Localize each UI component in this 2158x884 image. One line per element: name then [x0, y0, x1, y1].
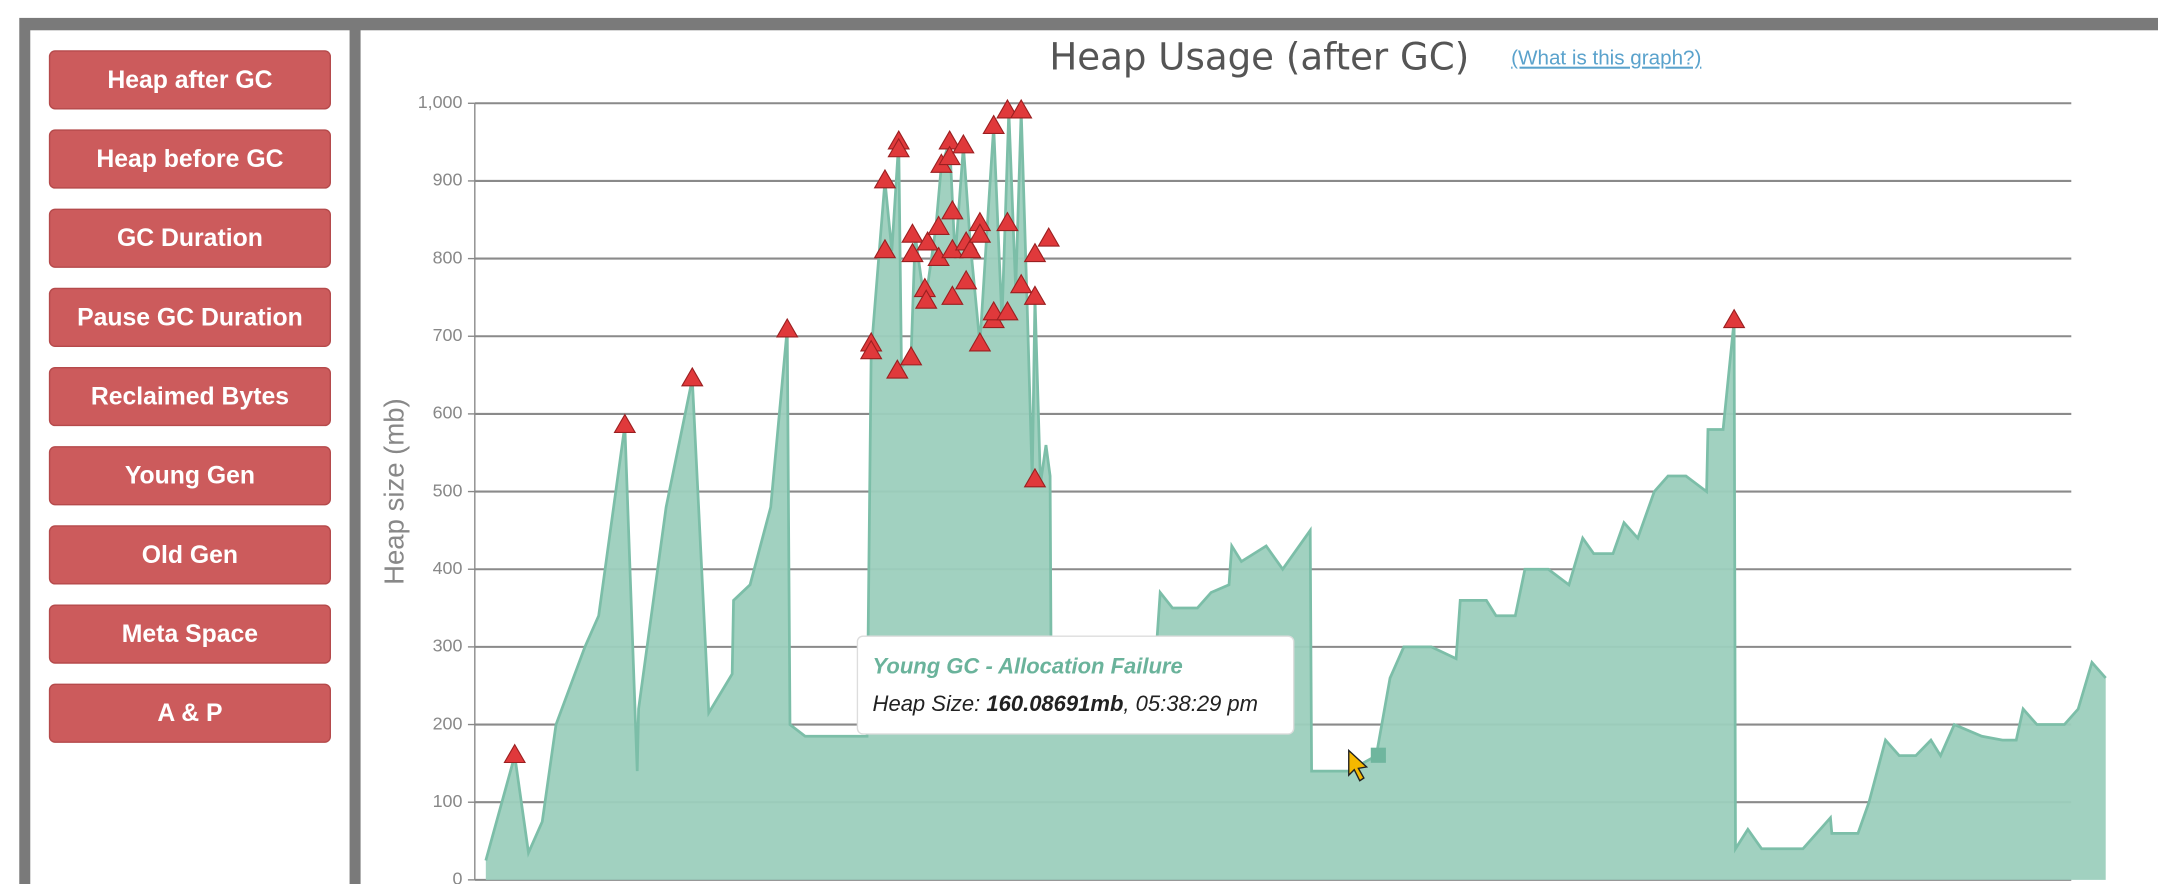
sidebar-button[interactable]: Reclaimed Bytes: [48, 366, 331, 427]
full-gc-marker: [886, 359, 909, 379]
full-gc-marker: [982, 114, 1005, 135]
full-gc-marker: [873, 168, 897, 189]
full-gc-marker: [952, 133, 975, 154]
button-label[interactable]: Heap after GC: [107, 67, 272, 94]
button-bg[interactable]: [48, 525, 331, 585]
full-gc-marker: [914, 289, 938, 309]
full-gc-marker: [941, 199, 964, 220]
full-gc-marker: [996, 211, 1019, 232]
full-gc-marker: [901, 242, 924, 263]
tooltip-line: Heap Size: 160.08691mb, 05:38:29 pm: [873, 691, 1258, 716]
sidebar-button[interactable]: GC Duration: [48, 208, 331, 268]
y-tick-label: 1,000: [418, 92, 463, 112]
button-label[interactable]: A & P: [157, 700, 222, 727]
tooltip-title: Young GC - Allocation Failure: [873, 654, 1183, 679]
full-gc-marker: [1722, 308, 1746, 329]
full-gc-marker: [941, 285, 964, 305]
full-gc-marker: [1009, 98, 1033, 119]
full-gc-marker: [968, 331, 992, 352]
full-gc-marker: [1009, 273, 1033, 294]
full-gc-marker: [1023, 467, 1047, 488]
full-gc-marker: [1037, 227, 1060, 247]
tooltip-label: Heap Size:: [873, 691, 981, 716]
help-link[interactable]: (What is this graph?): [1511, 47, 1701, 70]
button-label[interactable]: Heap before GC: [96, 146, 283, 173]
tooltip: Young GC - Allocation Failure Heap Size:…: [856, 635, 1295, 735]
full-gc-marker: [680, 366, 704, 387]
tooltip-box: [856, 635, 1295, 735]
full-gc-marker: [996, 98, 1019, 119]
button-label[interactable]: Pause GC Duration: [77, 304, 303, 331]
full-gc-marker: [996, 300, 1019, 321]
sidebar-button[interactable]: Old Gen: [48, 525, 331, 585]
sidebar-button[interactable]: Young Gen: [48, 446, 331, 506]
y-tick-label: 800: [433, 247, 463, 267]
button-label[interactable]: Reclaimed Bytes: [91, 383, 289, 410]
y-tick-label: 900: [433, 170, 463, 190]
button-bg[interactable]: [48, 366, 331, 427]
button-label[interactable]: Young Gen: [125, 463, 255, 490]
full-gc-marker: [954, 269, 978, 290]
y-tick-label: 200: [433, 713, 463, 733]
full-gc-marker: [503, 743, 527, 764]
button-bg[interactable]: [48, 129, 331, 189]
button-bg[interactable]: [48, 604, 331, 664]
y-tick-label: 500: [433, 480, 463, 500]
cursor: [1348, 748, 1369, 782]
y-tick-label: 700: [433, 325, 463, 345]
sidebar-button[interactable]: Meta Space: [48, 604, 331, 664]
tooltip-time: , 05:38:29 pm: [1123, 691, 1258, 716]
button-bg[interactable]: [48, 208, 331, 268]
button-bg[interactable]: [48, 50, 331, 110]
full-gc-marker: [859, 339, 883, 360]
area-line: [484, 110, 2107, 861]
button-bg[interactable]: [48, 683, 331, 743]
sidebar-button[interactable]: Pause GC Duration: [48, 287, 331, 347]
sidebar-button[interactable]: A & P: [48, 683, 331, 743]
sidebar-button[interactable]: Heap before GC: [48, 129, 331, 189]
y-tick-label: 0: [452, 869, 462, 884]
hover-point: [1370, 747, 1386, 763]
button-label[interactable]: Meta Space: [122, 621, 258, 648]
full-gc-marker: [873, 238, 897, 259]
full-gc-marker: [1023, 285, 1047, 305]
button-bg[interactable]: [48, 287, 331, 347]
full-gc-marker: [887, 137, 910, 158]
button-bg[interactable]: [48, 446, 331, 506]
full-gc-marker: [899, 345, 923, 366]
full-gc-marker: [938, 145, 961, 166]
full-gc-marker: [775, 317, 799, 338]
full-gc-marker: [1023, 242, 1047, 263]
full-gc-marker: [916, 230, 939, 251]
y-tick-label: 400: [433, 558, 463, 578]
button-label[interactable]: GC Duration: [117, 225, 263, 252]
y-axis-label: Heap size (mb): [379, 398, 410, 585]
full-gc-marker: [613, 413, 637, 433]
y-tick-label: 100: [433, 791, 463, 811]
button-label[interactable]: Old Gen: [142, 542, 238, 569]
full-gc-marker: [927, 215, 950, 235]
chart-title: Heap Usage (after GC): [1049, 36, 1469, 79]
y-tick-label: 600: [433, 403, 463, 423]
full-gc-marker: [958, 238, 982, 259]
sidebar-button[interactable]: Heap after GC: [48, 50, 331, 110]
tooltip-value: 160.08691mb: [986, 691, 1123, 716]
full-gc-marker: [901, 223, 924, 243]
full-gc-marker: [982, 300, 1005, 321]
y-tick-label: 300: [433, 636, 463, 656]
full-gc-marker: [968, 223, 992, 243]
